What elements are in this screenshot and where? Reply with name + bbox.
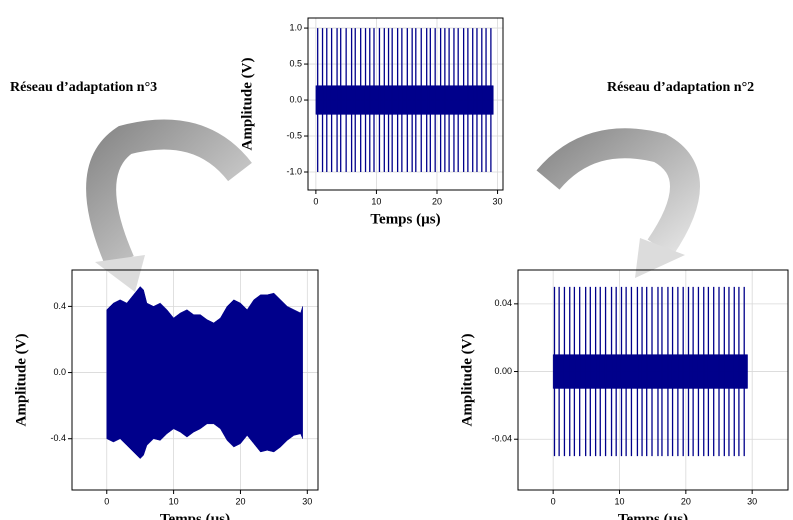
x-axis-title: Temps (µs) (160, 511, 230, 520)
x-axis-title: Temps (µs) (618, 511, 688, 520)
y-tick-label: 0.00 (494, 366, 512, 376)
x-tick-label: 20 (235, 496, 245, 506)
x-tick-label: 30 (493, 196, 503, 206)
signal-envelope (106, 372, 303, 459)
arrow-left (86, 119, 252, 292)
signal-envelope (315, 99, 494, 115)
x-tick-label: 0 (104, 496, 109, 506)
x-tick-label: 20 (681, 496, 691, 506)
chart: 0 10 20 30 -1.0 -0.5 0.0 0.5 1.0 Temps (µs) Amplit… (239, 17, 504, 227)
y-tick-label: 1.0 (289, 22, 302, 32)
x-tick-label: 30 (302, 496, 312, 506)
y-tick-label: -0.5 (286, 130, 302, 140)
y-tick-label: -0.04 (491, 434, 512, 444)
x-tick-label: 0 (313, 196, 318, 206)
y-tick-label: 0.0 (289, 94, 302, 104)
y-tick-label: 0.04 (494, 298, 512, 308)
chart: 0 10 20 30 -0.4 0.0 0.4 Temps (µs) Amplitude (V) (13, 269, 319, 520)
signal-envelope (106, 286, 303, 373)
x-tick-label: 10 (169, 496, 179, 506)
x-tick-label: 0 (551, 496, 556, 506)
annotation: Réseau d’adaptation n°3 (10, 80, 157, 95)
arrow-right (536, 128, 700, 278)
y-tick-label: 0.4 (53, 301, 66, 311)
y-tick-label: 0.5 (289, 58, 302, 68)
y-axis-title: Amplitude (V) (239, 58, 255, 151)
chart: 0 10 20 30 -0.04 0.00 0.04 Temps (µs) Amplitude … (459, 269, 789, 520)
x-tick-label: 10 (371, 196, 381, 206)
x-tick-label: 20 (432, 196, 442, 206)
y-axis-title: Amplitude (V) (459, 334, 475, 427)
x-tick-label: 10 (614, 496, 624, 506)
x-tick-label: 30 (747, 496, 757, 506)
y-tick-label: 0.0 (53, 367, 66, 377)
x-axis-title: Temps (µs) (370, 211, 440, 227)
plot-frame (517, 269, 789, 491)
y-tick-label: -0.4 (50, 433, 66, 443)
y-axis-title: Amplitude (V) (13, 334, 29, 427)
y-tick-label: -1.0 (286, 166, 302, 176)
plot-frame (71, 269, 319, 491)
plot-frame (307, 17, 504, 191)
signal-envelope (315, 85, 494, 101)
annotation: Réseau d’adaptation n°2 (607, 80, 754, 95)
